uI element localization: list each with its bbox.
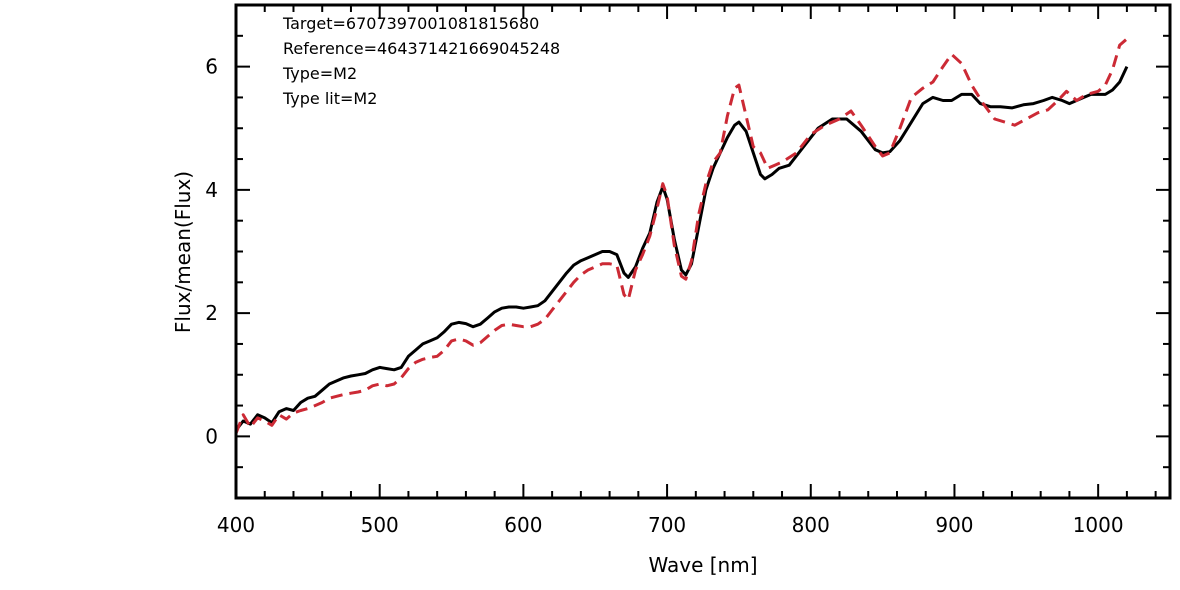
y-tick-label: 6 [205,55,218,79]
x-tick-label: 500 [361,513,399,537]
series-layer [234,37,1129,434]
x-tick-label: 400 [217,513,255,537]
x-tick-label: 600 [504,513,542,537]
annotation-line: Reference=4643714216690452​48 [283,39,560,58]
annotation-line: Target=6707397001081815680 [282,14,539,33]
x-axis-title: Wave [nm] [648,553,757,577]
x-tick-label: 800 [792,513,830,537]
annotation-line: Type=M2 [282,64,357,83]
series-line-1 [234,65,1129,432]
y-axis-title: Flux/mean(Flux) [171,171,195,333]
annotation-line: Type lit=M2 [282,89,377,108]
y-tick-label: 0 [205,424,218,448]
tick-layer: 400 500 600 700 800 900 1000 0 2 4 6 [205,4,1170,537]
x-tick-label: 1000 [1073,513,1124,537]
plot-frame [234,3,1172,500]
series-line-2 [234,37,1128,434]
y-tick-label: 2 [205,301,218,325]
x-tick-label: 900 [935,513,973,537]
annotation-block: Target=6707397001081815680 Reference=4643… [282,14,560,108]
x-tick-label: 700 [648,513,686,537]
y-tick-label: 4 [205,178,218,202]
